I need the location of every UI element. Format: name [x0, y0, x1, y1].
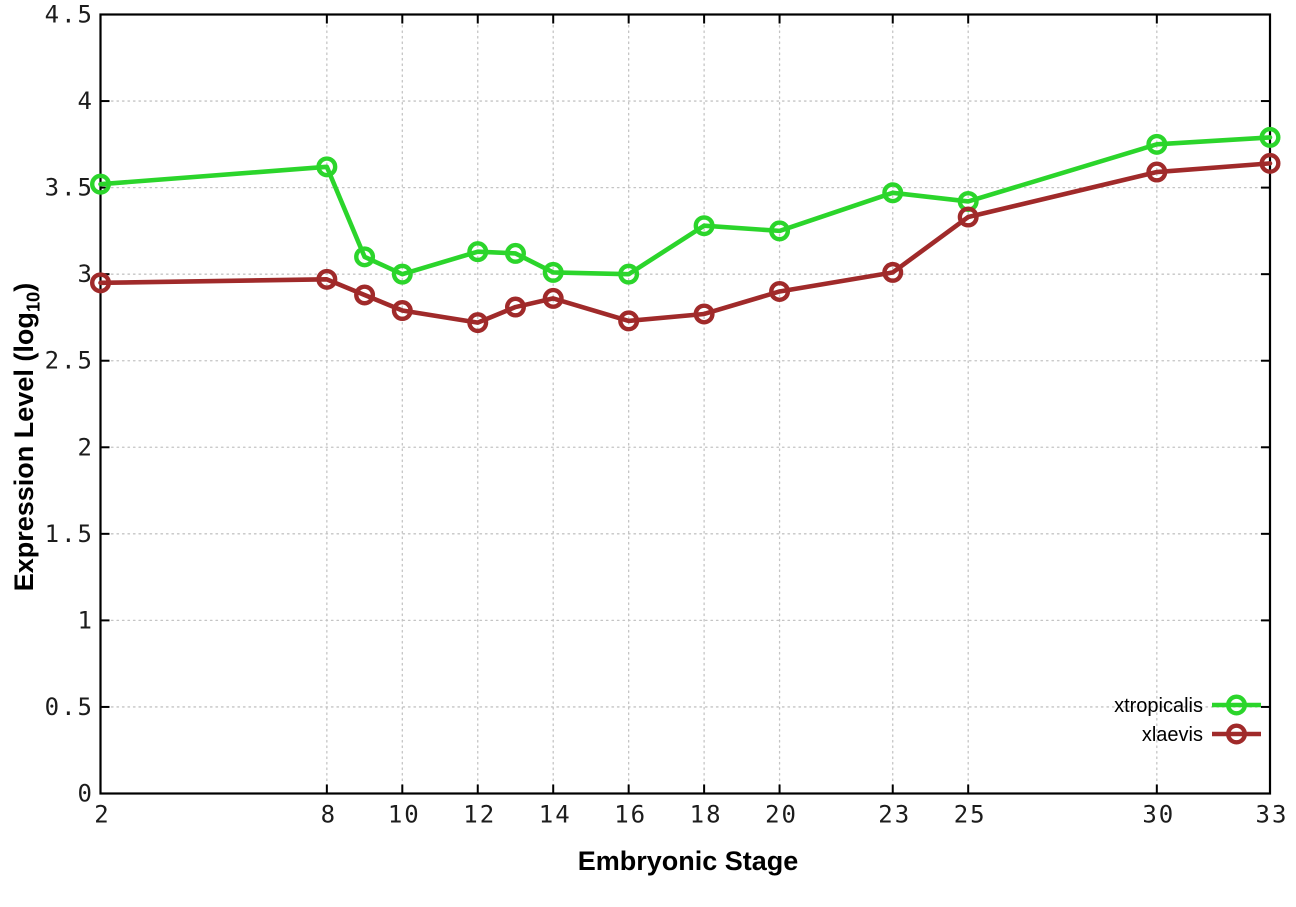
y-tick-label: 0 — [78, 780, 94, 808]
plot-border — [99, 13, 1272, 795]
y-tick-label: 3.5 — [45, 174, 94, 202]
y-tick-label: 2 — [78, 433, 94, 461]
data-point-xtropicalis — [542, 261, 564, 283]
data-point-xlaevis — [693, 303, 715, 325]
data-point-xtropicalis — [882, 182, 904, 204]
data-point-xtropicalis — [391, 263, 413, 285]
y-axis-label: Expression Level (log10) — [9, 187, 43, 687]
data-point-xtropicalis — [316, 156, 338, 178]
y-tick-label: 0.5 — [45, 693, 94, 721]
x-axis-label: Embryonic Stage — [577, 846, 799, 876]
data-point-xlaevis — [542, 287, 564, 309]
data-point-xlaevis — [769, 280, 791, 302]
y-tick-label: 1.5 — [45, 520, 94, 548]
x-tick-label: 8 — [321, 801, 337, 829]
y-axis-label-subscript: 10 — [22, 291, 44, 313]
data-point-xtropicalis — [1259, 126, 1281, 148]
x-tick-label: 18 — [690, 801, 723, 829]
data-point-xlaevis — [882, 261, 904, 283]
y-axis-label-prefix: Expression Level (log — [9, 312, 39, 592]
x-tick-label: 25 — [954, 801, 987, 829]
y-tick-label: 4.5 — [45, 1, 94, 29]
x-tick-label: 2 — [94, 801, 110, 829]
x-tick-label: 30 — [1142, 801, 1175, 829]
x-tick-label: 33 — [1256, 801, 1289, 829]
data-point-xtropicalis — [504, 242, 526, 264]
x-tick-label: 20 — [765, 801, 798, 829]
data-point-xlaevis — [89, 272, 111, 294]
data-point-xtropicalis — [467, 241, 489, 263]
data-point-xtropicalis — [354, 246, 376, 268]
x-tick-label: 12 — [463, 801, 496, 829]
legend-marker-xlaevis — [1225, 723, 1247, 745]
y-tick-label: 2.5 — [45, 347, 94, 375]
data-point-xtropicalis — [1146, 133, 1168, 155]
data-point-xlaevis — [467, 312, 489, 334]
y-tick-label: 3 — [78, 260, 94, 288]
data-point-xlaevis — [618, 310, 640, 332]
legend-label-xtropicalis: xtropicalis — [1114, 695, 1203, 717]
legend-marker-xtropicalis — [1225, 694, 1247, 716]
y-axis-label-suffix: ) — [9, 282, 39, 292]
x-tick-label: 16 — [614, 801, 647, 829]
data-point-xlaevis — [504, 296, 526, 318]
x-tick-label: 14 — [539, 801, 572, 829]
data-point-xtropicalis — [89, 173, 111, 195]
data-point-xtropicalis — [618, 263, 640, 285]
x-tick-label: 23 — [878, 801, 911, 829]
data-point-xlaevis — [391, 300, 413, 322]
y-tick-label: 4 — [78, 87, 94, 115]
data-point-xlaevis — [354, 284, 376, 306]
data-point-xtropicalis — [769, 220, 791, 242]
y-tick-label: 1 — [78, 606, 94, 634]
data-point-xlaevis — [1146, 161, 1168, 183]
series-line-xtropicalis — [98, 135, 1273, 277]
data-point-xlaevis — [316, 268, 338, 290]
x-tick-label: 10 — [388, 801, 421, 829]
data-point-xlaevis — [957, 206, 979, 228]
data-point-xtropicalis — [693, 215, 715, 237]
data-point-xlaevis — [1259, 152, 1281, 174]
legend-label-xlaevis: xlaevis — [1142, 724, 1203, 746]
